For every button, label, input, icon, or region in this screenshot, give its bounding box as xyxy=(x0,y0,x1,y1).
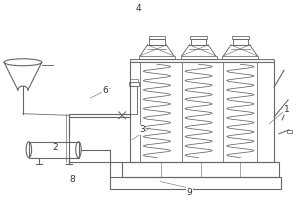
Text: 9: 9 xyxy=(187,188,193,197)
Bar xyxy=(191,39,206,45)
Bar xyxy=(233,39,248,45)
Bar xyxy=(190,36,207,39)
Text: 8: 8 xyxy=(70,175,75,184)
Bar xyxy=(139,56,175,59)
Bar xyxy=(110,177,281,189)
Bar xyxy=(130,62,274,162)
Text: 2: 2 xyxy=(53,143,58,152)
Bar xyxy=(122,162,279,177)
Bar xyxy=(149,39,164,45)
Text: 4: 4 xyxy=(135,4,141,13)
Bar xyxy=(223,56,258,59)
Text: 6: 6 xyxy=(102,86,108,95)
Bar xyxy=(148,36,165,39)
Text: 1: 1 xyxy=(284,105,290,114)
Text: 3: 3 xyxy=(139,125,145,134)
Bar xyxy=(29,142,79,158)
Bar xyxy=(69,114,130,117)
Bar xyxy=(181,56,217,59)
Bar xyxy=(287,130,292,133)
Bar xyxy=(232,36,249,39)
Bar xyxy=(130,86,137,114)
Bar xyxy=(130,79,138,82)
Bar xyxy=(130,59,274,62)
Bar xyxy=(129,82,139,86)
